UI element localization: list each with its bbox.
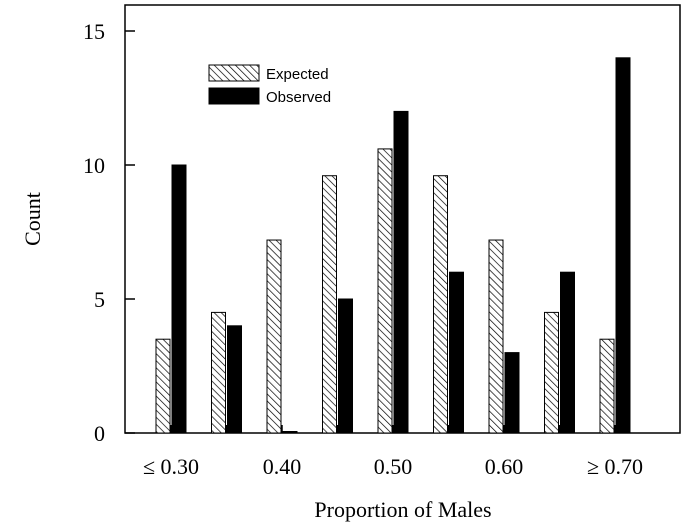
legend-label-observed: Observed [266, 89, 331, 106]
legend: Expected Observed [208, 64, 331, 106]
x-tick-label: 0.60 [485, 454, 524, 479]
y-tick-label: 15 [83, 19, 105, 44]
y-tick-label: 0 [94, 421, 105, 446]
expected-bar [211, 311, 226, 434]
y-axis: 0 5 10 15 [83, 19, 135, 446]
observed-bar [393, 110, 409, 434]
observed-bar [615, 57, 631, 434]
y-tick-label: 10 [83, 153, 105, 178]
y-tick-label: 5 [94, 287, 105, 312]
legend-swatch-expected [208, 64, 260, 82]
expected-bar [488, 239, 504, 434]
expected-bar [266, 239, 282, 434]
expected-bar [377, 148, 393, 434]
y-axis-title: Count [20, 192, 45, 246]
observed-bar [449, 271, 464, 434]
expected-bar [322, 175, 337, 434]
legend-swatch-observed [208, 87, 260, 105]
expected-bar [544, 311, 559, 434]
observed-bar [282, 431, 298, 434]
x-axis: ≤ 0.30 0.40 0.50 0.60 ≥ 0.70 [143, 425, 643, 479]
observed-bar [338, 298, 353, 434]
x-tick-label: ≥ 0.70 [587, 454, 643, 479]
legend-label-expected: Expected [266, 66, 329, 83]
x-axis-title: Proportion of Males [314, 497, 491, 522]
observed-bar [504, 352, 520, 434]
x-tick-label: 0.40 [263, 454, 302, 479]
expected-bar [155, 338, 171, 434]
x-tick-label: ≤ 0.30 [143, 454, 199, 479]
expected-bar [433, 175, 448, 434]
x-tick-label: 0.50 [374, 454, 413, 479]
expected-bar [599, 338, 615, 434]
observed-bar [227, 325, 242, 434]
observed-bar [560, 271, 575, 434]
bars [155, 57, 631, 434]
observed-bar [171, 164, 187, 434]
